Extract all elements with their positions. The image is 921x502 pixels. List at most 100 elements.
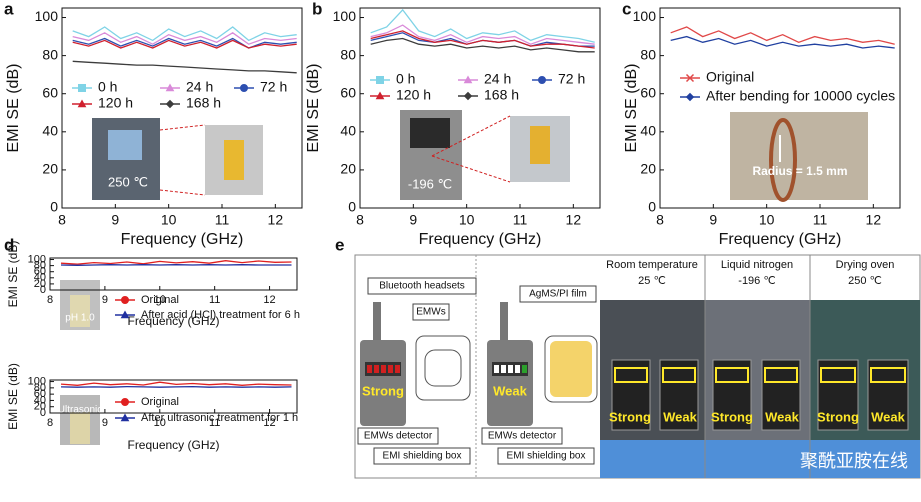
photo-temp: -196 ℃ [738, 275, 775, 287]
x-tick-label: 9 [111, 211, 119, 227]
y-tick-label: 0 [348, 199, 356, 215]
x-tick-label: 10 [154, 417, 166, 429]
legend-label: Original [141, 396, 179, 408]
callout: EMI shielding box [383, 451, 462, 462]
y-tick-label: 60 [34, 266, 46, 278]
legend-label: Original [141, 294, 179, 306]
y-axis-title: EMI SE (dB) [6, 363, 20, 430]
photo-label: Strong [609, 409, 651, 424]
callout: Bluetooth headsets [379, 281, 465, 292]
x-tick-label: 12 [566, 211, 582, 227]
x-tick-label: 9 [102, 417, 108, 429]
legend-label: 0 h [98, 79, 117, 95]
y-tick-label: 100 [28, 375, 46, 387]
x-tick-label: 9 [102, 294, 108, 306]
panel-label: b [312, 0, 322, 18]
photo-temp: 25 ℃ [638, 275, 666, 287]
photo-label: Weak [663, 409, 697, 424]
legend-marker [78, 84, 86, 92]
watermark: 聚酰亚胺在线 [800, 451, 908, 471]
connector [159, 124, 206, 131]
series-line [60, 264, 292, 266]
legend-label: 120 h [396, 87, 431, 103]
x-tick-label: 8 [656, 211, 664, 227]
y-tick-label: 0 [40, 284, 46, 296]
x-axis-title: Frequency (GHz) [719, 231, 842, 248]
plot-frame [49, 379, 298, 414]
legend-marker [121, 296, 129, 304]
legend-marker [375, 91, 385, 100]
y-tick-label: 0 [50, 199, 58, 215]
legend-label: After acid (HCl) treatment for 6 h [141, 309, 300, 321]
series-line [72, 26, 297, 42]
series-line [60, 385, 292, 388]
legend-marker [685, 92, 695, 102]
series-line [72, 60, 297, 74]
signal-bars [494, 365, 527, 373]
film [550, 341, 592, 397]
y-axis-title: EMI SE (dB) [305, 64, 322, 153]
plot-frame [359, 7, 601, 209]
y-tick-label: 60 [340, 84, 356, 100]
legend-marker [165, 99, 175, 109]
legend-label: 120 h [98, 95, 133, 111]
legend-marker [685, 73, 695, 83]
y-tick-label: 40 [640, 123, 656, 139]
callout-box [412, 303, 450, 321]
series-line [670, 26, 895, 45]
signal-bars [367, 365, 400, 373]
y-tick-label: 0 [648, 199, 656, 215]
shielding-box [415, 335, 471, 401]
x-tick-label: 12 [866, 211, 882, 227]
series-line [60, 260, 292, 265]
y-tick-label: 100 [633, 8, 657, 24]
inset-photo [108, 130, 142, 160]
callout-box [373, 447, 471, 465]
inset-photo [730, 112, 868, 200]
y-tick-label: 40 [34, 394, 46, 406]
series-line [670, 35, 895, 49]
y-tick-label: 20 [640, 161, 656, 177]
detector [360, 340, 406, 426]
callout: EMWs [416, 307, 445, 318]
photo-label: Weak [765, 409, 799, 424]
y-tick-label: 100 [333, 8, 357, 24]
photo-title: Drying oven [836, 259, 895, 271]
antenna [500, 302, 508, 342]
photo-title: Room temperature [606, 259, 698, 271]
legend-marker [121, 398, 129, 406]
series-line [370, 30, 595, 49]
series-line [72, 32, 297, 45]
x-axis-title: Frequency (GHz) [121, 231, 244, 248]
callout: EMWs detector [364, 431, 433, 442]
legend-marker [165, 83, 175, 92]
annotation: pH 1.0 [65, 313, 95, 324]
y-tick-label: 80 [640, 46, 656, 62]
legend-marker [77, 99, 87, 108]
callout-box [357, 427, 439, 445]
y-tick-label: 80 [42, 46, 58, 62]
series-line [370, 37, 595, 53]
panel-label: d [4, 235, 14, 254]
panel-e: Strong Bluetooth headsets EMWs EMWs dete… [354, 254, 921, 479]
legend-marker [538, 76, 546, 84]
y-tick-label: 60 [34, 388, 46, 400]
legend-label: 0 h [396, 71, 415, 87]
x-axis-title: Frequency (GHz) [127, 438, 219, 452]
callout: EMI shielding box [507, 451, 586, 462]
callout-box [519, 285, 597, 303]
x-tick-label: 8 [47, 417, 53, 429]
legend-marker [463, 91, 473, 101]
legend-marker [120, 413, 130, 422]
highlight [614, 367, 906, 383]
annotation: -196 ℃ [408, 176, 452, 191]
x-tick-label: 8 [356, 211, 364, 227]
series-line [72, 37, 297, 49]
annotation: Radius = 1.5 mm [752, 164, 847, 178]
y-tick-label: 60 [640, 84, 656, 100]
photo-label: Strong [817, 409, 859, 424]
legend-label: 168 h [484, 87, 519, 103]
sample [530, 126, 550, 164]
